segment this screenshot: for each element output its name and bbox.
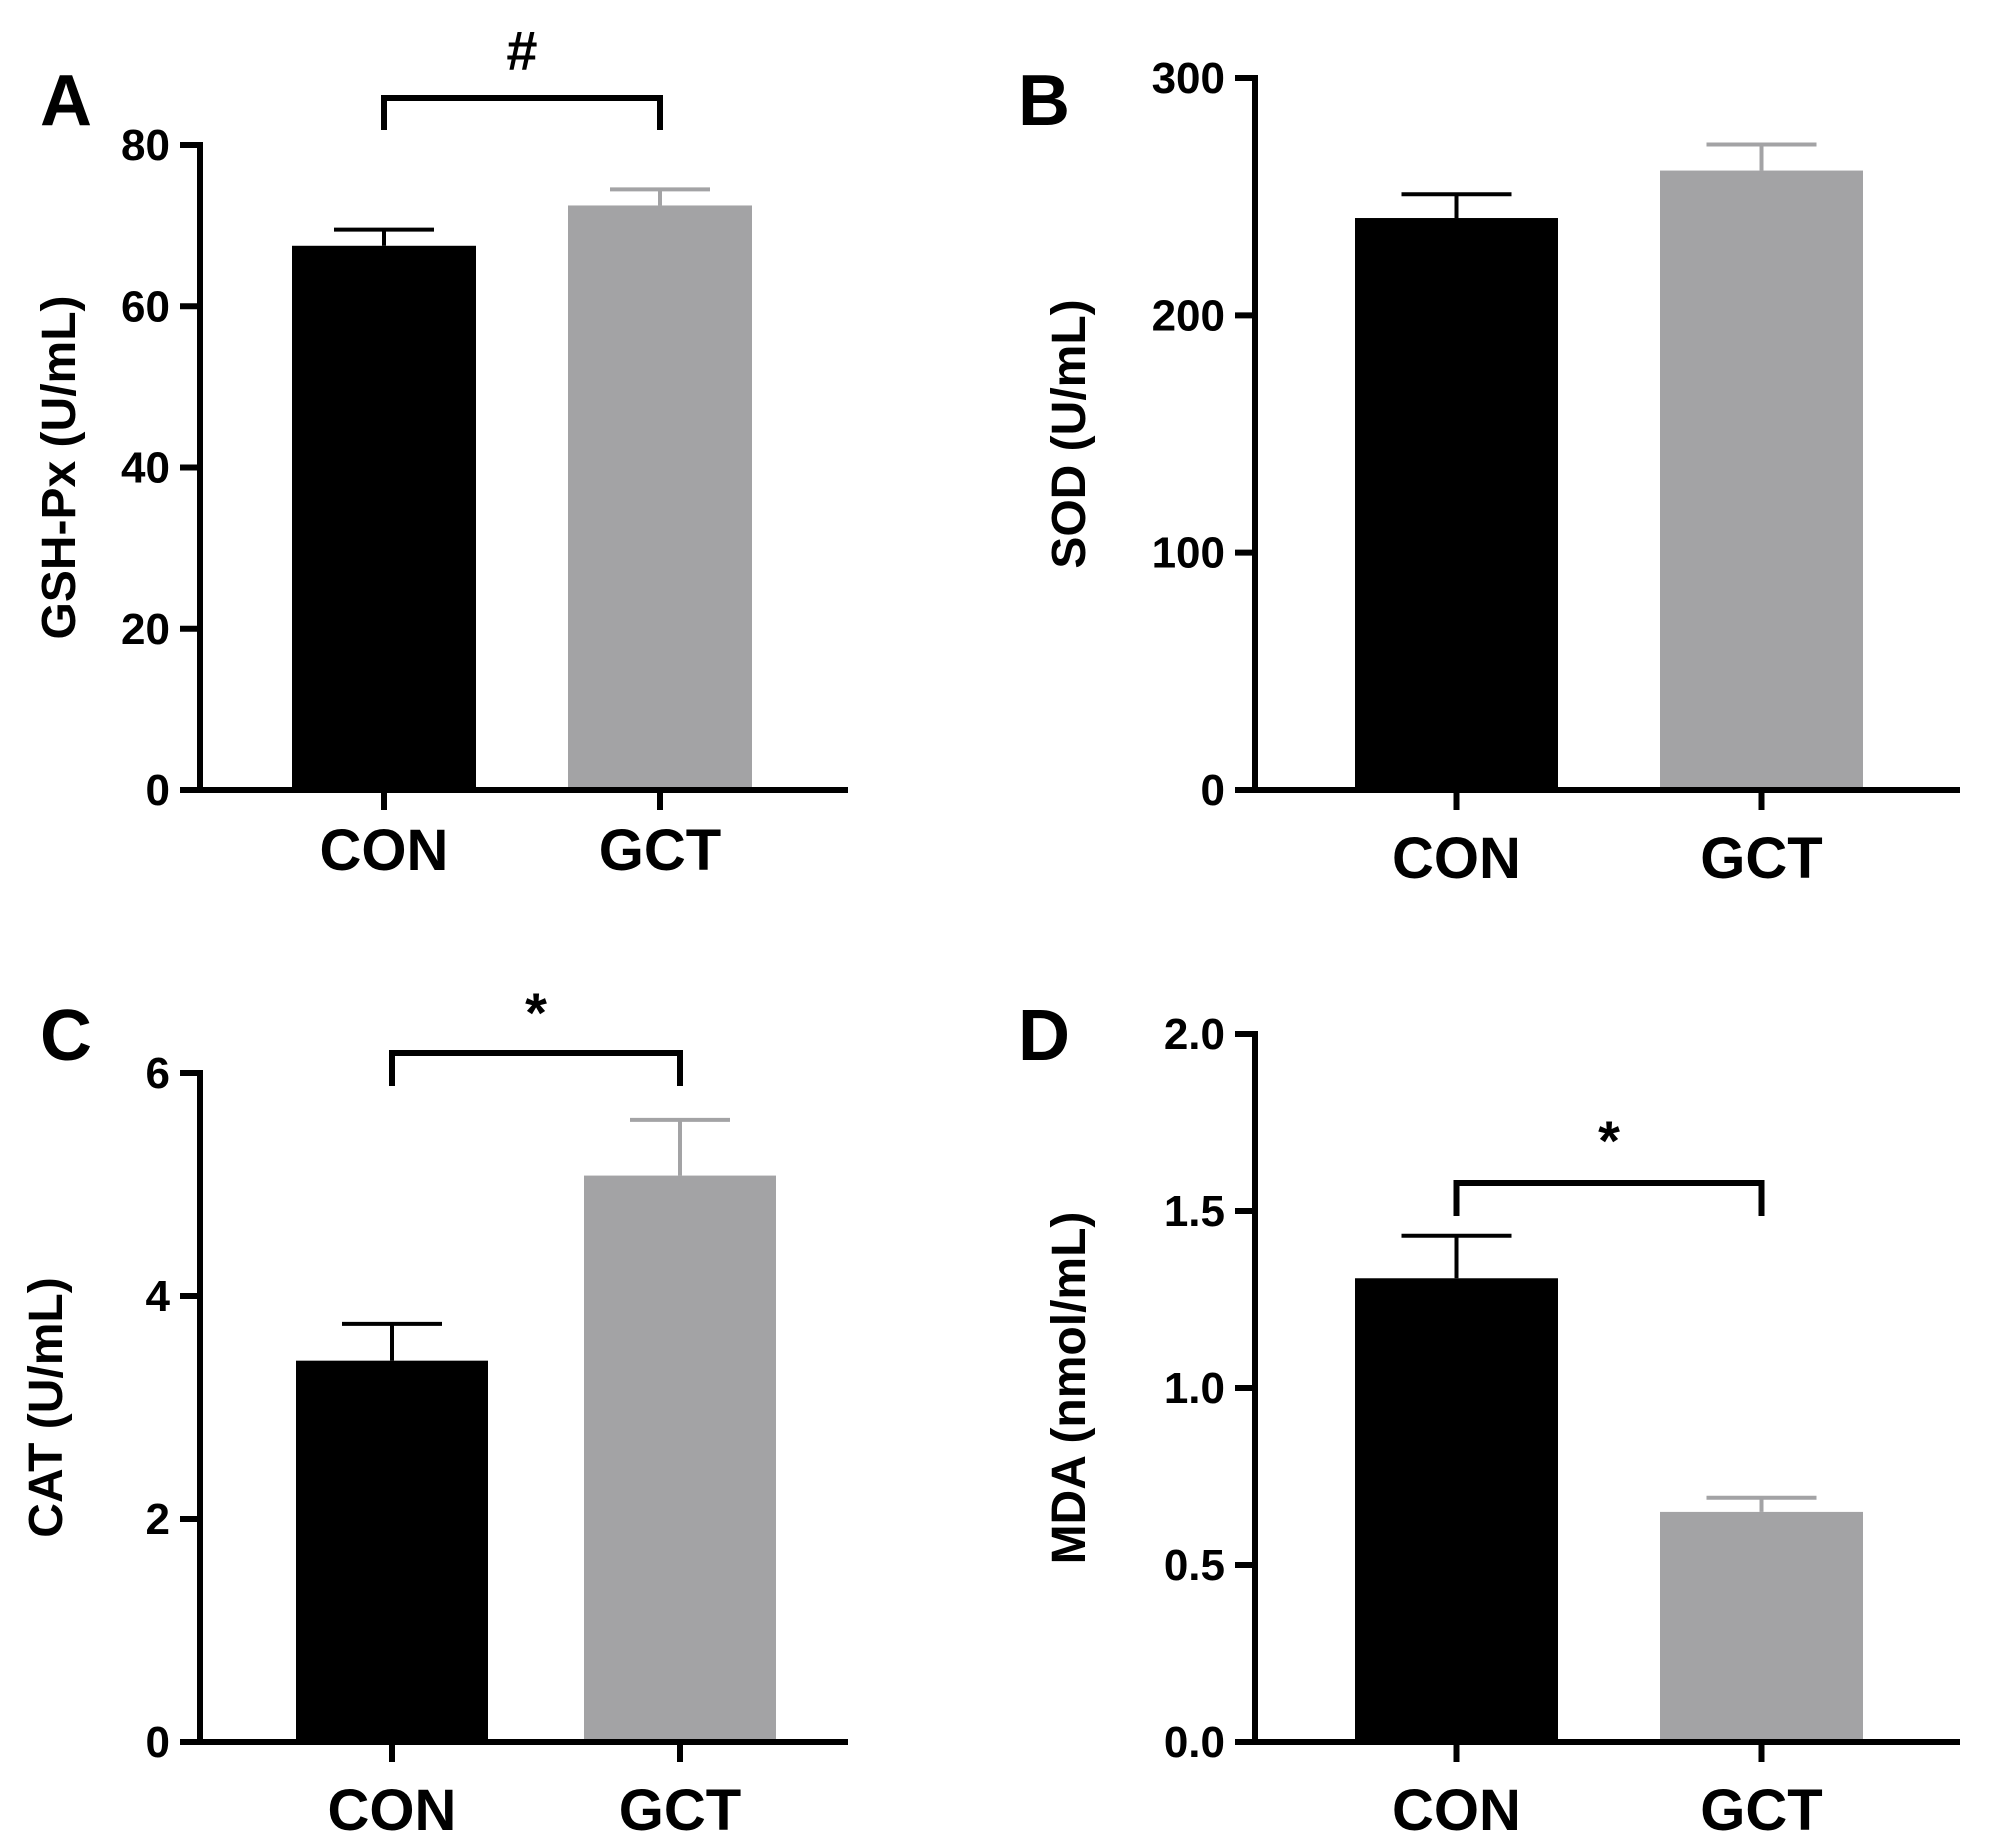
bar-gct	[1660, 1511, 1863, 1742]
x-tick-label-gct: GCT	[1700, 826, 1822, 891]
y-tick-label: 2.0	[1164, 1010, 1225, 1059]
error-bar-con	[334, 227, 434, 246]
significance-label: #	[506, 19, 537, 82]
y-tick-label: 0.0	[1164, 1718, 1225, 1767]
y-tick-label: 60	[121, 282, 170, 331]
y-axis-title: SOD (U/mL)	[1043, 299, 1096, 568]
panel-b: B CON GCT 0 100 200 300 SOD (U/mL)	[1018, 54, 1960, 891]
y-tick-label: 2	[146, 1495, 170, 1544]
y-tick-label: 20	[121, 605, 170, 654]
panel-letter: B	[1018, 61, 1070, 141]
y-tick-label: 80	[121, 121, 170, 170]
bar-con	[296, 1360, 488, 1742]
y-tick-label: 1.0	[1164, 1364, 1225, 1413]
error-bar-gct	[1706, 142, 1817, 171]
panel-letter: A	[40, 61, 92, 141]
y-tick-label: 300	[1152, 54, 1225, 103]
error-bar-con	[342, 1321, 442, 1361]
significance-label: *	[525, 981, 547, 1044]
y-tick-label: 0	[1201, 766, 1225, 815]
bar-gct	[584, 1175, 776, 1742]
y-axis-title: MDA (nmol/mL)	[1043, 1212, 1096, 1565]
x-tick-label-gct: GCT	[619, 1778, 741, 1843]
y-tick-label: 0.5	[1164, 1541, 1225, 1590]
bar-con	[1355, 218, 1558, 790]
y-tick-label: 40	[121, 444, 170, 493]
panel-c: C CON GCT 0 2 4 6 CAT (U/mL) *	[20, 981, 848, 1843]
error-bar-con	[1401, 1233, 1512, 1279]
bar-con	[292, 245, 476, 790]
y-tick-label: 6	[146, 1049, 170, 1098]
significance-bracket	[1453, 1180, 1765, 1216]
y-tick-label: 0	[146, 766, 170, 815]
y-tick-label: 1.5	[1164, 1187, 1225, 1236]
y-axis-title: GSH-Px (U/mL)	[33, 295, 86, 639]
y-axis-title: CAT (U/mL)	[20, 1277, 73, 1537]
x-tick-label-gct: GCT	[599, 818, 721, 883]
significance-label: *	[1598, 1109, 1620, 1172]
error-bar-gct	[1706, 1495, 1817, 1512]
error-bar-gct	[610, 187, 710, 206]
bar-gct	[1660, 170, 1863, 790]
error-bar-con	[1401, 192, 1512, 219]
panel-a: A CON GCT 0 20 40 60 80 GSH-Px (U/mL) #	[33, 19, 848, 883]
y-tick-label: 100	[1152, 529, 1225, 578]
panel-letter: D	[1018, 996, 1070, 1076]
significance-bracket	[381, 95, 663, 130]
y-tick-label: 4	[146, 1272, 171, 1321]
significance-bracket	[389, 1050, 683, 1086]
panel-d: D CON GCT 0.0 0.5 1.0 1.5 2.0 MDA (nmol/mL) *	[1018, 996, 1960, 1843]
error-bar-gct	[630, 1117, 730, 1176]
x-tick-label-con: CON	[320, 818, 449, 883]
bar-con	[1355, 1278, 1558, 1742]
x-tick-label-con: CON	[1392, 826, 1521, 891]
x-tick-label-con: CON	[1392, 1778, 1521, 1843]
x-tick-label-con: CON	[328, 1778, 457, 1843]
panel-letter: C	[40, 996, 92, 1076]
y-tick-label: 200	[1152, 291, 1225, 340]
y-tick-label: 0	[146, 1718, 170, 1767]
bar-gct	[568, 205, 752, 790]
x-tick-label-gct: GCT	[1700, 1778, 1822, 1843]
